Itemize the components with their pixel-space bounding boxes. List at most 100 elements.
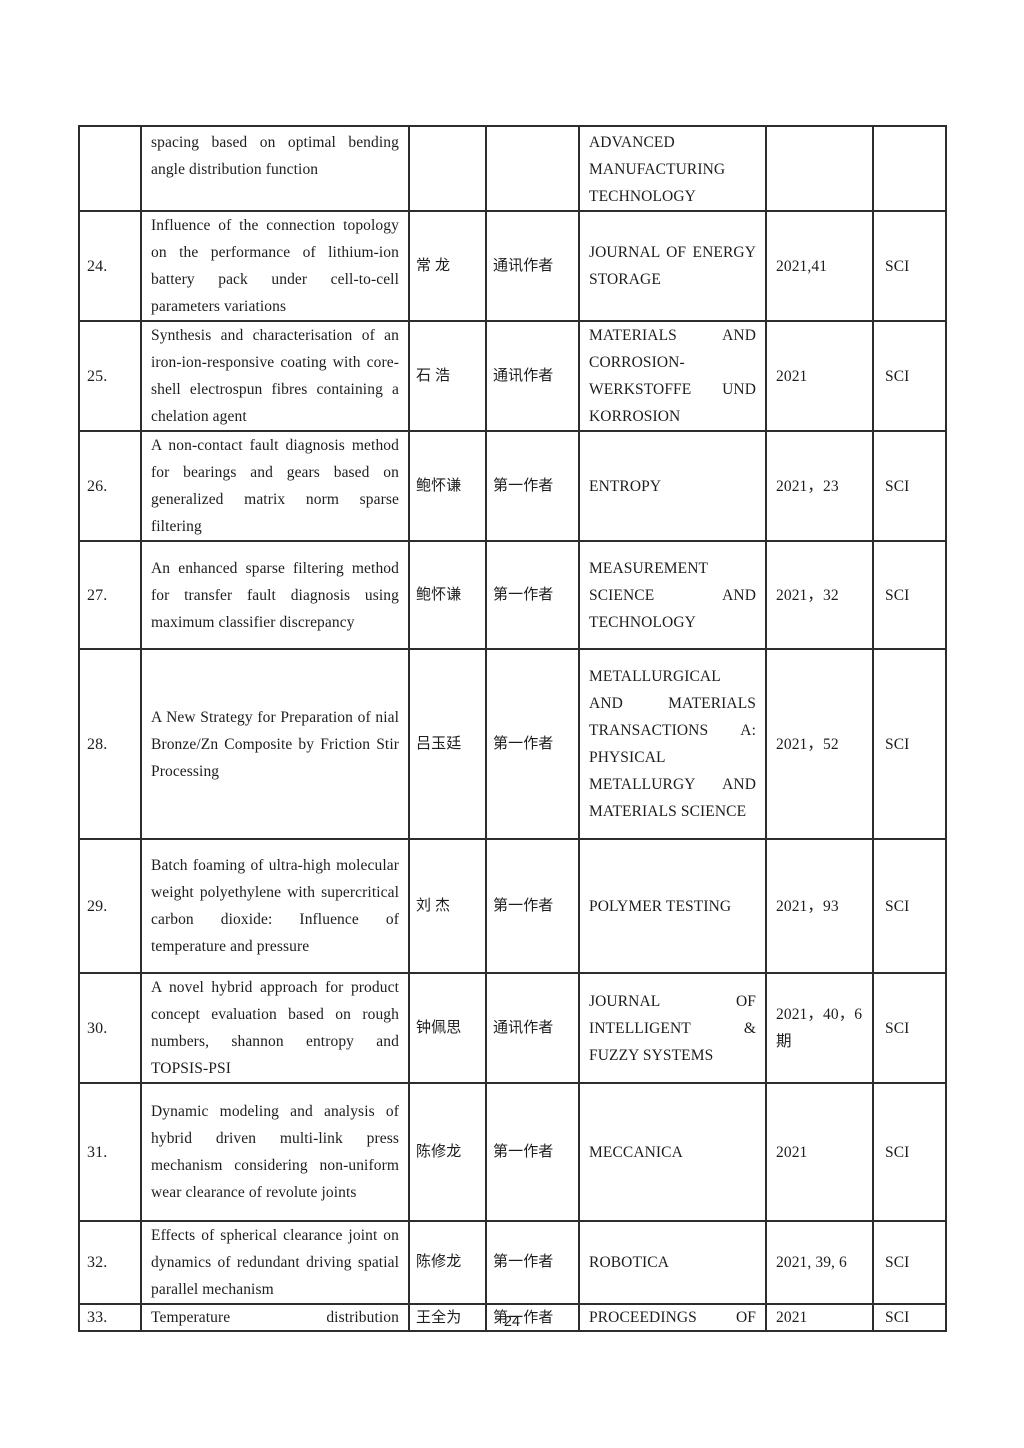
- author-name-cell: 吕玉廷: [408, 648, 487, 840]
- row-number: 31.: [78, 1082, 142, 1222]
- author-name-text: 常 龙: [416, 257, 451, 274]
- author-role-text: 第一作者: [493, 586, 554, 603]
- author-role-text: 通讯作者: [493, 1019, 554, 1036]
- author-name-cell: 王全为: [408, 1303, 487, 1332]
- year-volume-text: 2021，93: [776, 897, 839, 915]
- journal-name-text: PROCEEDINGS OF: [589, 1308, 756, 1326]
- row-number-text: 25.: [87, 367, 108, 385]
- paper-title-text: Dynamic modeling and analysis of hybrid …: [151, 1103, 399, 1201]
- paper-title-text: A New Strategy for Preparation of nial B…: [151, 708, 399, 780]
- index-type-cell: SCI: [872, 1220, 947, 1305]
- row-number-text: 26.: [87, 477, 108, 495]
- author-role-text: 第一作者: [493, 477, 554, 494]
- paper-title-cell: Temperature distribution: [140, 1303, 410, 1332]
- author-name-text: 鲍怀谦: [416, 586, 462, 603]
- author-name-cell: 鲍怀谦: [408, 540, 487, 650]
- paper-title-cell: Dynamic modeling and analysis of hybrid …: [140, 1082, 410, 1222]
- author-name-text: 王全为: [416, 1309, 462, 1326]
- author-name-text: 鲍怀谦: [416, 477, 462, 494]
- row-number: 25.: [78, 320, 142, 432]
- paper-title-text: A novel hybrid approach for product conc…: [151, 979, 399, 1077]
- index-type-text: SCI: [885, 586, 910, 604]
- author-role-cell: [485, 125, 580, 212]
- publication-row: spacing based on optimal bending angle d…: [78, 125, 947, 212]
- row-number-text: 24.: [87, 257, 108, 275]
- paper-title-text: A non-contact fault diagnosis method for…: [151, 437, 399, 535]
- author-role-cell: 第一作者: [485, 1303, 580, 1332]
- journal-name-text: JOURNAL OF INTELLIGENT & FUZZY SYSTEMS: [589, 992, 756, 1064]
- index-type-text: SCI: [885, 735, 910, 753]
- year-volume-text: 2021，40，6 期: [776, 1006, 863, 1050]
- paper-title-cell: An enhanced sparse filtering method for …: [140, 540, 410, 650]
- index-type-cell: SCI: [872, 648, 947, 840]
- journal-name-cell: PROCEEDINGS OF: [578, 1303, 767, 1332]
- year-volume-cell: 2021,41: [765, 210, 874, 322]
- index-type-cell: SCI: [872, 210, 947, 322]
- journal-name-cell: JOURNAL OF INTELLIGENT & FUZZY SYSTEMS: [578, 972, 767, 1084]
- index-type-cell: [872, 125, 947, 212]
- author-role-cell: 第一作者: [485, 1082, 580, 1222]
- paper-title-text: Effects of spherical clearance joint on …: [151, 1227, 399, 1298]
- journal-name-cell: MEASUREMENT SCIENCE AND TECHNOLOGY: [578, 540, 767, 650]
- author-name-cell: 陈修龙: [408, 1082, 487, 1222]
- paper-title-text: spacing based on optimal bending angle d…: [151, 134, 399, 178]
- author-name-cell: 鲍怀谦: [408, 430, 487, 542]
- index-type-text: SCI: [885, 1308, 910, 1326]
- author-role-text: 通讯作者: [493, 257, 554, 274]
- journal-name-text: METALLURGICAL AND MATERIALS TRANSACTIONS…: [589, 668, 756, 820]
- publication-row: 28. A New Strategy for Preparation of nia…: [78, 648, 947, 840]
- year-volume-cell: 2021，52: [765, 648, 874, 840]
- journal-name-cell: ROBOTICA: [578, 1220, 767, 1305]
- author-role-cell: 通讯作者: [485, 320, 580, 432]
- author-role-text: 第一作者: [493, 897, 554, 914]
- publication-row: 31. Dynamic modeling and analysis of hybr…: [78, 1082, 947, 1222]
- row-number-text: 28.: [87, 735, 108, 753]
- author-name-text: 陈修龙: [416, 1143, 462, 1160]
- year-volume-cell: 2021，23: [765, 430, 874, 542]
- paper-title-text: Influence of the connection topology on …: [151, 217, 399, 315]
- index-type-cell: SCI: [872, 1082, 947, 1222]
- row-number: 32.: [78, 1220, 142, 1305]
- year-volume-cell: 2021，93: [765, 838, 874, 974]
- publication-row: 29. Batch foaming of ultra-high molecular…: [78, 838, 947, 974]
- index-type-cell: SCI: [872, 838, 947, 974]
- publication-row: 27. An enhanced sparse filtering method f…: [78, 540, 947, 650]
- author-role-text: 第一作者: [493, 1254, 554, 1270]
- row-number: 26.: [78, 430, 142, 542]
- year-volume-text: 2021, 39, 6: [776, 1254, 847, 1271]
- journal-name-text: MATERIALS AND CORROSION- WERKSTOFFE UND …: [589, 327, 756, 425]
- author-name-text: 钟佩思: [416, 1019, 462, 1036]
- index-type-cell: SCI: [872, 1303, 947, 1332]
- index-type-text: SCI: [885, 1019, 910, 1037]
- journal-name-text: MEASUREMENT SCIENCE AND TECHNOLOGY: [589, 559, 756, 631]
- journal-name-text: ADVANCED MANUFACTURING TECHNOLOGY: [589, 134, 726, 205]
- author-name-cell: [408, 125, 487, 212]
- row-number: 33.: [78, 1303, 142, 1332]
- paper-title-cell: Effects of spherical clearance joint on …: [140, 1220, 410, 1305]
- publications-table-body: spacing based on optimal bending angle d…: [78, 125, 947, 1332]
- journal-name-cell: POLYMER TESTING: [578, 838, 767, 974]
- page-number: 24: [503, 1314, 521, 1330]
- author-role-cell: 第一作者: [485, 648, 580, 840]
- year-volume-text: 2021: [776, 1308, 808, 1326]
- index-type-cell: SCI: [872, 540, 947, 650]
- index-type-text: SCI: [885, 257, 910, 275]
- journal-name-cell: METALLURGICAL AND MATERIALS TRANSACTIONS…: [578, 648, 767, 840]
- journal-name-cell: ADVANCED MANUFACTURING TECHNOLOGY: [578, 125, 767, 212]
- index-type-cell: SCI: [872, 972, 947, 1084]
- year-volume-cell: 2021，40，6 期: [765, 972, 874, 1084]
- year-volume-text: 2021，23: [776, 477, 839, 495]
- journal-name-cell: MATERIALS AND CORROSION- WERKSTOFFE UND …: [578, 320, 767, 432]
- year-volume-text: 2021，52: [776, 735, 839, 753]
- year-volume-cell: 2021: [765, 320, 874, 432]
- author-role-cell: 通讯作者: [485, 972, 580, 1084]
- row-number-text: 30.: [87, 1019, 108, 1037]
- paper-title-cell: Influence of the connection topology on …: [140, 210, 410, 322]
- paper-title-text: Temperature distribution: [151, 1308, 399, 1326]
- author-name-cell: 石 浩: [408, 320, 487, 432]
- year-volume-text: 2021,41: [776, 257, 828, 275]
- author-name-cell: 陈修龙: [408, 1220, 487, 1305]
- author-name-text: 吕玉廷: [416, 735, 462, 752]
- year-volume-cell: 2021: [765, 1082, 874, 1222]
